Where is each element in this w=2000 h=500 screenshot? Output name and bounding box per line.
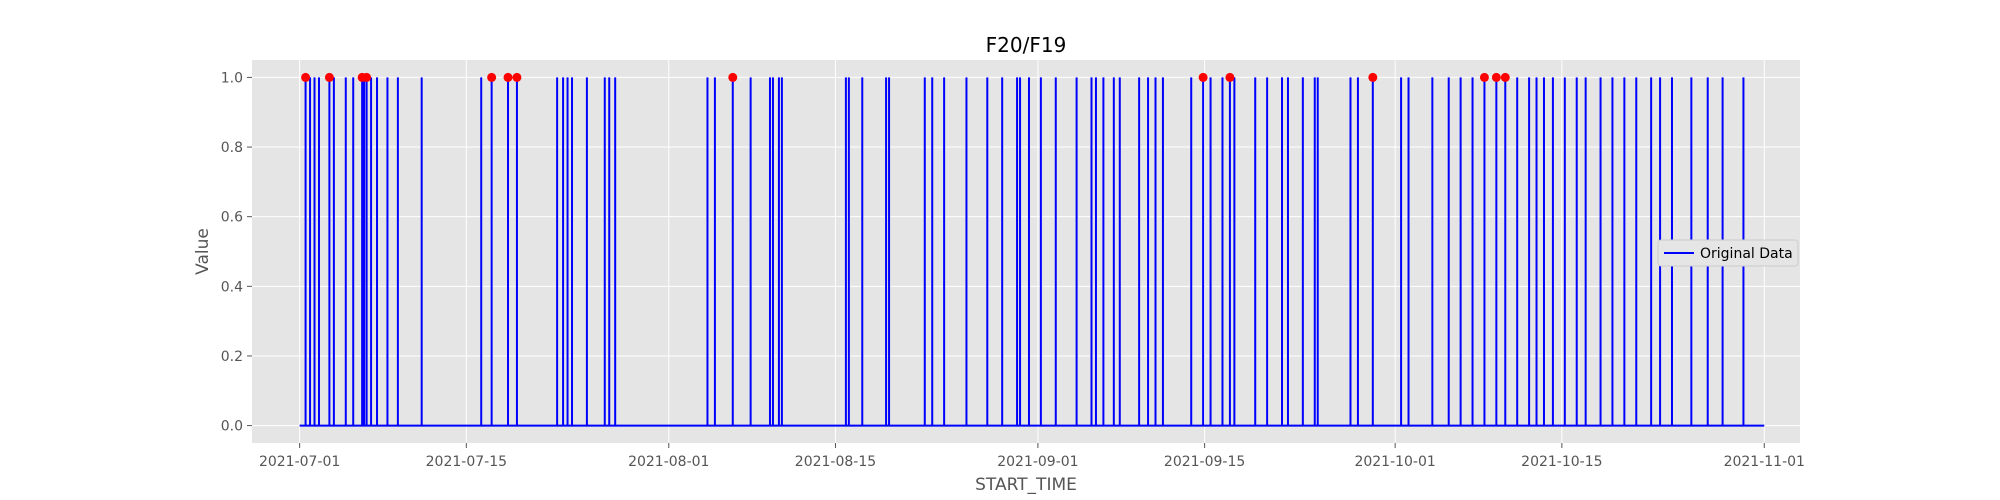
x-tick-label: 2021-09-01 — [997, 454, 1078, 470]
highlighted-point — [728, 72, 738, 82]
highlighted-point — [1198, 72, 1208, 82]
highlighted-points-layer — [301, 72, 1510, 82]
highlighted-point — [362, 72, 372, 82]
y-axis-title: Value — [193, 228, 213, 275]
legend: Original Data — [1657, 239, 1799, 267]
y-tick-label: 0.2 — [221, 349, 243, 365]
series-layer — [299, 77, 1765, 427]
highlighted-point — [1491, 72, 1501, 82]
x-tick-label: 2021-07-15 — [426, 454, 507, 470]
highlighted-point — [487, 72, 497, 82]
highlighted-point — [512, 72, 522, 82]
x-tick-label: 2021-10-15 — [1521, 454, 1602, 470]
highlighted-point — [1479, 72, 1489, 82]
x-tick-label: 2021-08-01 — [628, 454, 709, 470]
plot-background — [252, 60, 1800, 443]
y-tick-label: 0.8 — [221, 140, 243, 156]
x-tick-label: 2021-10-01 — [1354, 454, 1435, 470]
y-axis-ticks: 0.0 0.2 0.4 0.6 0.8 1.0 — [221, 70, 252, 435]
y-tick-label: 0.0 — [221, 419, 243, 435]
legend-box — [1657, 239, 1799, 267]
y-tick-label: 0.6 — [221, 210, 243, 226]
chart-title: F20/F19 — [986, 33, 1067, 57]
highlighted-point — [1225, 72, 1235, 82]
x-axis-title: START_TIME — [975, 475, 1077, 495]
x-tick-label: 2021-09-15 — [1164, 454, 1245, 470]
y-tick-label: 0.4 — [221, 279, 243, 295]
x-tick-label: 2021-07-01 — [259, 454, 340, 470]
legend-label-original-data: Original Data — [1700, 246, 1793, 262]
highlighted-point — [1500, 72, 1510, 82]
highlighted-point — [324, 72, 334, 82]
x-axis-ticks: 2021-07-01 2021-07-15 2021-08-01 2021-08-15… — [259, 443, 1805, 470]
x-tick-label: 2021-11-01 — [1724, 454, 1805, 470]
highlighted-point — [1368, 72, 1378, 82]
x-tick-label: 2021-08-15 — [795, 454, 876, 470]
y-tick-label: 1.0 — [221, 70, 243, 86]
series-line-original-data — [299, 77, 1765, 427]
highlighted-point — [503, 72, 513, 82]
highlighted-point — [301, 72, 311, 82]
